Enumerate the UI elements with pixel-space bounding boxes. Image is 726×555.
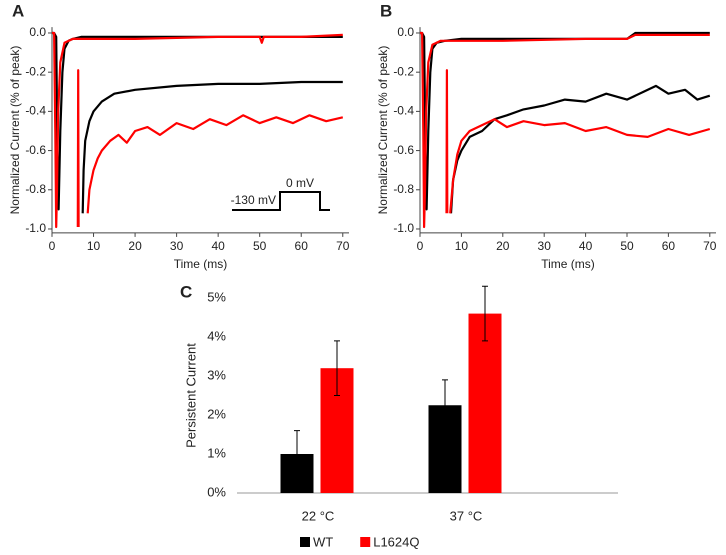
x-tick-label: 60 (295, 239, 309, 253)
annotation: 0 mV (286, 176, 314, 190)
x-tick-label: 30 (170, 239, 184, 253)
legend-label: WT (313, 534, 333, 549)
x-tick-label: 40 (211, 239, 225, 253)
trace (420, 31, 710, 229)
y-tick-label: 2% (207, 406, 226, 421)
x-tick-label: 20 (496, 239, 510, 253)
error-bar (294, 430, 300, 478)
panel-label: A (12, 1, 24, 20)
x-axis-label: Time (ms) (541, 257, 595, 271)
x-tick-label: 70 (703, 239, 717, 253)
y-axis-label: Normalized Current (% of peak) (376, 46, 390, 215)
trace (81, 80, 343, 214)
y-axis-label: Normalized Current (% of peak) (8, 46, 22, 215)
y-tick-label: -0.8 (25, 182, 46, 196)
bar (468, 313, 502, 493)
annotation: -130 mV (231, 193, 276, 207)
x-tick-label: 40 (579, 239, 593, 253)
voltage-protocol (232, 191, 330, 211)
legend-swatch (300, 537, 310, 547)
panel-label: C (180, 282, 192, 301)
y-tick-label: -0.6 (25, 143, 46, 157)
trace (449, 84, 711, 214)
y-tick-label: 3% (207, 367, 226, 382)
x-tick-label: 50 (253, 239, 267, 253)
y-tick-label: -0.4 (25, 104, 46, 118)
y-tick-label: 4% (207, 328, 226, 343)
panel-label: B (380, 1, 392, 20)
legend-label: L1624Q (373, 534, 419, 549)
x-tick-label: 50 (620, 239, 634, 253)
x-tick-label: 60 (662, 239, 676, 253)
x-tick-label: 30 (538, 239, 552, 253)
y-tick-label: 0.0 (29, 25, 46, 39)
y-tick-label: 1% (207, 445, 226, 460)
x-axis-label: Time (ms) (174, 257, 228, 271)
y-tick-label: -1.0 (393, 221, 414, 235)
y-tick-label: -1.0 (25, 221, 46, 235)
y-tick-label: -0.2 (25, 64, 46, 78)
x-tick-label: 20 (128, 239, 142, 253)
error-bar (334, 340, 340, 396)
x-tick-label: 10 (455, 239, 469, 253)
x-tick-label: 37 °C (450, 508, 483, 523)
y-tick-label: 5% (207, 289, 226, 304)
error-bar (442, 379, 448, 432)
x-tick-label: 10 (87, 239, 101, 253)
trace (52, 31, 343, 211)
trace (445, 69, 711, 214)
y-tick-label: -0.6 (393, 143, 414, 157)
y-tick-label: -0.8 (393, 182, 414, 196)
legend-swatch (360, 537, 371, 547)
y-tick-label: -0.4 (393, 104, 414, 118)
y-tick-label: 0% (207, 484, 226, 499)
x-tick-label: 22 °C (302, 508, 335, 523)
trace (76, 69, 344, 228)
x-tick-label: 70 (336, 239, 350, 253)
y-tick-label: -0.2 (393, 64, 414, 78)
trace (420, 31, 710, 211)
trace (52, 31, 343, 229)
y-axis-label: Persistent Current (183, 343, 198, 448)
error-bar (482, 285, 488, 342)
x-tick-label: 0 (49, 239, 56, 253)
y-tick-label: 0.0 (397, 25, 414, 39)
x-tick-label: 0 (417, 239, 424, 253)
